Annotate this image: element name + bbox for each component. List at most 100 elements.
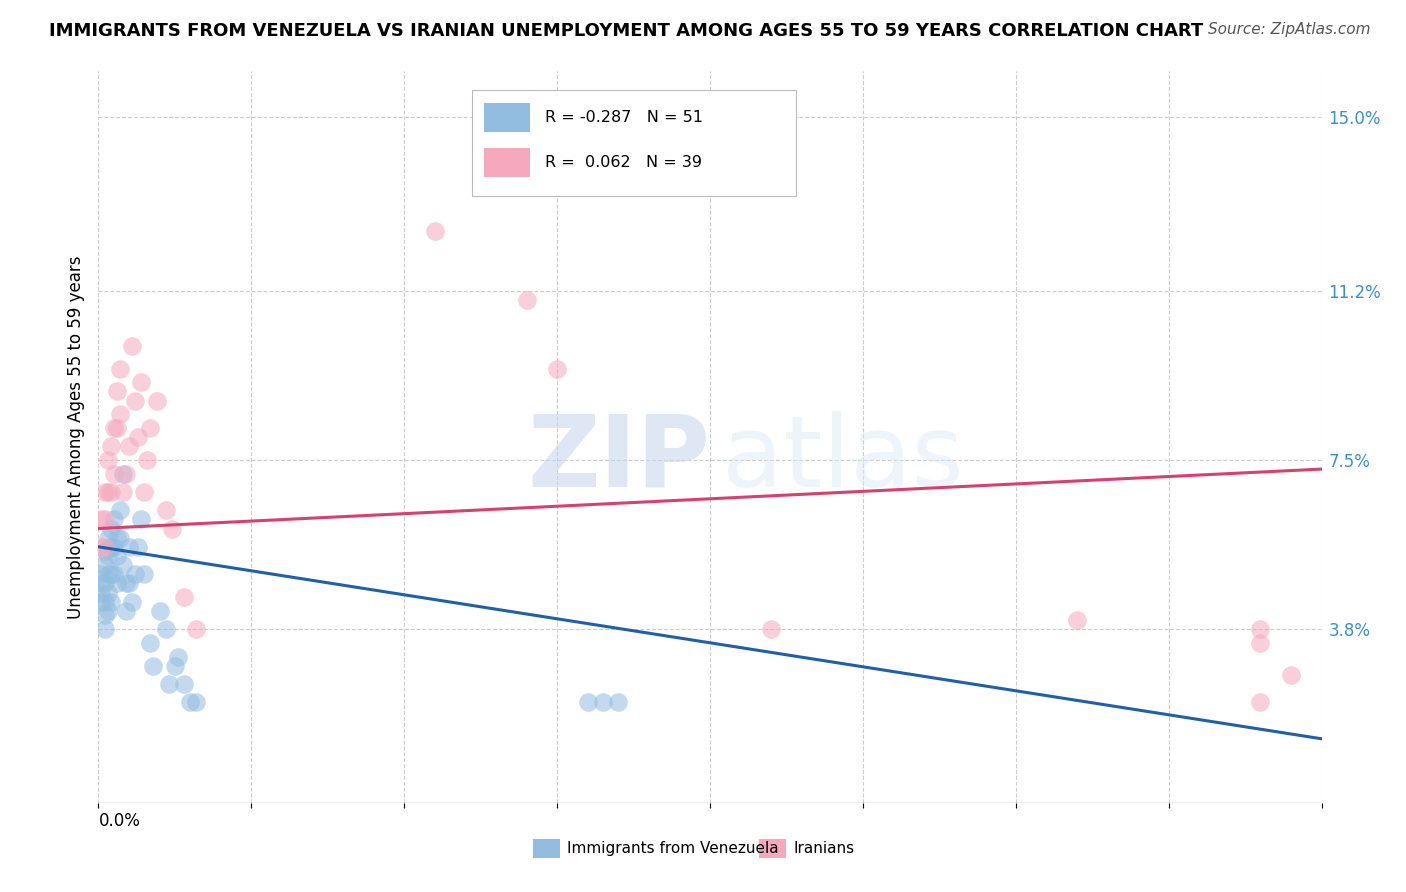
Point bbox=[100, 521, 122, 535]
Point bbox=[163, 658, 186, 673]
Point bbox=[93, 485, 115, 500]
Point bbox=[105, 531, 128, 545]
Point bbox=[97, 549, 120, 563]
Text: Source: ZipAtlas.com: Source: ZipAtlas.com bbox=[1208, 22, 1371, 37]
Text: R = -0.287   N = 51: R = -0.287 N = 51 bbox=[546, 110, 703, 125]
FancyBboxPatch shape bbox=[533, 839, 560, 858]
Point bbox=[186, 695, 208, 709]
Point bbox=[516, 293, 538, 307]
Point bbox=[118, 576, 141, 591]
Point bbox=[546, 361, 568, 376]
Point bbox=[90, 595, 112, 609]
Point bbox=[103, 512, 125, 526]
Point bbox=[90, 512, 112, 526]
Point bbox=[592, 695, 614, 709]
Point bbox=[142, 658, 165, 673]
Point bbox=[90, 585, 112, 599]
Point bbox=[186, 622, 208, 636]
Point bbox=[93, 544, 115, 558]
Point bbox=[100, 485, 122, 500]
Point bbox=[93, 540, 115, 554]
FancyBboxPatch shape bbox=[484, 148, 530, 178]
Point bbox=[93, 558, 115, 573]
Point bbox=[167, 649, 190, 664]
Point bbox=[173, 590, 195, 604]
Point bbox=[160, 521, 183, 535]
Point bbox=[155, 503, 177, 517]
Point bbox=[423, 224, 446, 238]
Point bbox=[179, 695, 201, 709]
Point bbox=[134, 567, 156, 582]
Point bbox=[97, 567, 120, 582]
Point bbox=[90, 540, 112, 554]
Point bbox=[100, 595, 122, 609]
Point bbox=[1066, 613, 1088, 627]
Point bbox=[105, 549, 128, 563]
Text: ZIP: ZIP bbox=[527, 410, 710, 508]
Point bbox=[129, 512, 152, 526]
Point bbox=[93, 576, 115, 591]
Point bbox=[124, 393, 146, 408]
FancyBboxPatch shape bbox=[484, 103, 530, 132]
Point bbox=[155, 622, 177, 636]
Point bbox=[111, 558, 134, 573]
Point bbox=[607, 695, 630, 709]
Point bbox=[108, 407, 131, 421]
Point bbox=[1249, 636, 1271, 650]
Point bbox=[139, 421, 162, 435]
Point bbox=[111, 467, 134, 481]
Text: 0.0%: 0.0% bbox=[98, 813, 141, 830]
Point bbox=[129, 376, 152, 390]
Text: R =  0.062   N = 39: R = 0.062 N = 39 bbox=[546, 155, 702, 170]
Point bbox=[100, 439, 122, 453]
Point bbox=[118, 439, 141, 453]
Point bbox=[100, 567, 122, 582]
Point bbox=[121, 338, 143, 352]
Point bbox=[97, 585, 120, 599]
Point bbox=[121, 595, 143, 609]
Point bbox=[108, 361, 131, 376]
Point bbox=[108, 503, 131, 517]
Point bbox=[173, 677, 195, 691]
Point bbox=[149, 604, 172, 618]
Point bbox=[93, 608, 115, 623]
Point bbox=[97, 531, 120, 545]
Point bbox=[103, 567, 125, 582]
Point bbox=[100, 540, 122, 554]
Y-axis label: Unemployment Among Ages 55 to 59 years: Unemployment Among Ages 55 to 59 years bbox=[66, 255, 84, 619]
Point bbox=[759, 622, 782, 636]
Text: atlas: atlas bbox=[723, 410, 965, 508]
Point bbox=[105, 576, 128, 591]
Point bbox=[124, 567, 146, 582]
Point bbox=[103, 467, 125, 481]
Text: Iranians: Iranians bbox=[793, 841, 855, 856]
Point bbox=[127, 430, 149, 444]
Point bbox=[139, 636, 162, 650]
Point bbox=[97, 485, 120, 500]
Point bbox=[105, 384, 128, 399]
Point bbox=[136, 453, 159, 467]
Point bbox=[90, 576, 112, 591]
Text: IMMIGRANTS FROM VENEZUELA VS IRANIAN UNEMPLOYMENT AMONG AGES 55 TO 59 YEARS CORR: IMMIGRANTS FROM VENEZUELA VS IRANIAN UNE… bbox=[49, 22, 1204, 40]
Point bbox=[115, 467, 138, 481]
Point bbox=[90, 567, 112, 582]
Point bbox=[1249, 622, 1271, 636]
Point bbox=[118, 540, 141, 554]
Point bbox=[108, 531, 131, 545]
Point bbox=[103, 540, 125, 554]
Point bbox=[93, 622, 115, 636]
Point bbox=[111, 485, 134, 500]
Point bbox=[576, 695, 599, 709]
Point bbox=[93, 512, 115, 526]
Point bbox=[145, 393, 167, 408]
Point bbox=[103, 421, 125, 435]
Point bbox=[97, 453, 120, 467]
FancyBboxPatch shape bbox=[759, 839, 786, 858]
Text: Immigrants from Venezuela: Immigrants from Venezuela bbox=[567, 841, 779, 856]
Point bbox=[127, 540, 149, 554]
Point bbox=[115, 604, 138, 618]
Point bbox=[134, 485, 156, 500]
Point bbox=[115, 576, 138, 591]
Point bbox=[105, 421, 128, 435]
FancyBboxPatch shape bbox=[471, 90, 796, 195]
